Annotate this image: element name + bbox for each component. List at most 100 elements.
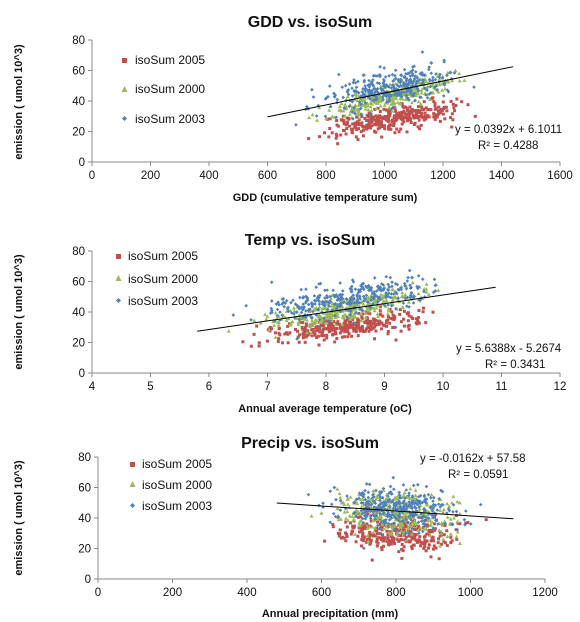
point-isosum-2000	[416, 99, 421, 104]
point-isosum-2005	[341, 327, 345, 331]
point-isosum-2005	[433, 104, 437, 108]
point-isosum-2000	[376, 314, 381, 319]
point-isosum-2003	[407, 531, 411, 535]
point-isosum-2003	[416, 520, 421, 525]
x-tick-label: 1400	[489, 170, 515, 182]
point-isosum-2003	[368, 305, 373, 310]
point-isosum-2005	[311, 327, 315, 331]
point-isosum-2000	[424, 290, 429, 294]
point-isosum-2005	[301, 327, 305, 331]
point-isosum-2005	[356, 515, 360, 519]
point-isosum-2000	[336, 517, 341, 522]
point-isosum-2005	[438, 530, 442, 534]
point-isosum-2005	[360, 324, 364, 328]
point-isosum-2005	[386, 533, 390, 537]
point-isosum-2005	[296, 335, 300, 339]
point-isosum-2003	[317, 325, 322, 330]
point-isosum-2003	[347, 104, 352, 109]
point-isosum-2003	[424, 497, 429, 502]
point-isosum-2003	[377, 527, 382, 531]
point-isosum-2003	[431, 499, 435, 503]
point-isosum-2003	[381, 512, 386, 516]
point-isosum-2005	[319, 323, 323, 327]
point-isosum-2000	[305, 317, 310, 322]
point-isosum-2005	[396, 517, 400, 521]
point-isosum-2003	[386, 499, 390, 504]
point-isosum-2005	[310, 334, 314, 338]
point-isosum-2003	[384, 274, 389, 279]
point-isosum-2005	[389, 539, 393, 543]
point-isosum-2005	[327, 327, 331, 331]
point-isosum-2005	[442, 533, 446, 537]
point-isosum-2005	[394, 118, 398, 122]
point-isosum-2000	[438, 508, 443, 512]
point-isosum-2005	[357, 511, 361, 515]
point-isosum-2003	[363, 497, 367, 502]
point-isosum-2000	[390, 287, 395, 292]
point-isosum-2005	[384, 108, 388, 112]
point-isosum-2005	[356, 334, 360, 338]
point-isosum-2003	[309, 316, 314, 320]
point-isosum-2005	[315, 328, 319, 332]
point-isosum-2005	[426, 115, 430, 119]
trend-equation: y = 0.0392x + 6.1011	[455, 124, 562, 136]
point-isosum-2000	[307, 322, 312, 327]
point-isosum-2000	[371, 530, 376, 534]
point-isosum-2000	[410, 280, 415, 285]
point-isosum-2000	[326, 312, 331, 317]
point-isosum-2000	[415, 91, 420, 96]
point-isosum-2003	[357, 294, 362, 299]
point-isosum-2003	[369, 288, 373, 293]
point-isosum-2005	[443, 524, 447, 528]
point-isosum-2003	[376, 287, 381, 291]
point-isosum-2000	[455, 519, 460, 524]
point-isosum-2000	[357, 523, 362, 528]
point-isosum-2005	[378, 320, 382, 324]
point-isosum-2005	[408, 105, 412, 109]
point-isosum-2005	[386, 115, 390, 119]
point-isosum-2003	[383, 518, 388, 522]
point-isosum-2003	[377, 492, 382, 497]
point-isosum-2005	[283, 332, 287, 336]
point-isosum-2005	[401, 104, 405, 108]
y-tick-label: 40	[72, 307, 85, 319]
point-isosum-2003	[361, 73, 366, 77]
point-isosum-2000	[457, 500, 462, 505]
point-isosum-2005	[335, 327, 339, 331]
point-isosum-2005	[424, 549, 428, 553]
point-isosum-2003	[359, 102, 363, 107]
point-isosum-2005	[416, 316, 420, 320]
point-isosum-2005	[438, 119, 442, 123]
trend-r2: R² = 0.3431	[485, 359, 545, 371]
point-isosum-2005	[374, 121, 378, 125]
point-isosum-2005	[388, 110, 392, 114]
point-isosum-2003	[370, 82, 375, 87]
point-isosum-2005	[369, 532, 373, 536]
point-isosum-2000	[401, 511, 406, 515]
point-isosum-2005	[322, 324, 326, 328]
point-isosum-2003	[376, 284, 381, 289]
point-isosum-2003	[435, 88, 440, 92]
point-isosum-2005	[464, 521, 468, 525]
point-isosum-2005	[347, 324, 351, 328]
point-isosum-2005	[391, 106, 395, 110]
point-isosum-2005	[417, 309, 421, 313]
point-isosum-2005	[423, 541, 427, 545]
point-isosum-2005	[401, 115, 405, 119]
point-isosum-2003	[359, 307, 363, 312]
x-tick-label: 10	[437, 381, 450, 393]
y-tick-label: 20	[72, 338, 85, 350]
point-isosum-2003	[284, 298, 289, 303]
point-isosum-2003	[377, 504, 382, 509]
point-isosum-2005	[415, 540, 419, 544]
point-isosum-2003	[462, 517, 467, 522]
point-isosum-2000	[359, 505, 364, 509]
point-isosum-2003	[375, 90, 380, 94]
point-isosum-2000	[454, 534, 459, 539]
point-isosum-2000	[317, 304, 322, 309]
point-isosum-2000	[319, 511, 324, 515]
point-isosum-2005	[380, 321, 384, 325]
chart-precip: Precip vs. isoSum emission ( umol 10^3) …	[13, 435, 558, 620]
point-isosum-2005	[342, 536, 346, 540]
legend-marker-isosum-2003	[130, 503, 135, 508]
